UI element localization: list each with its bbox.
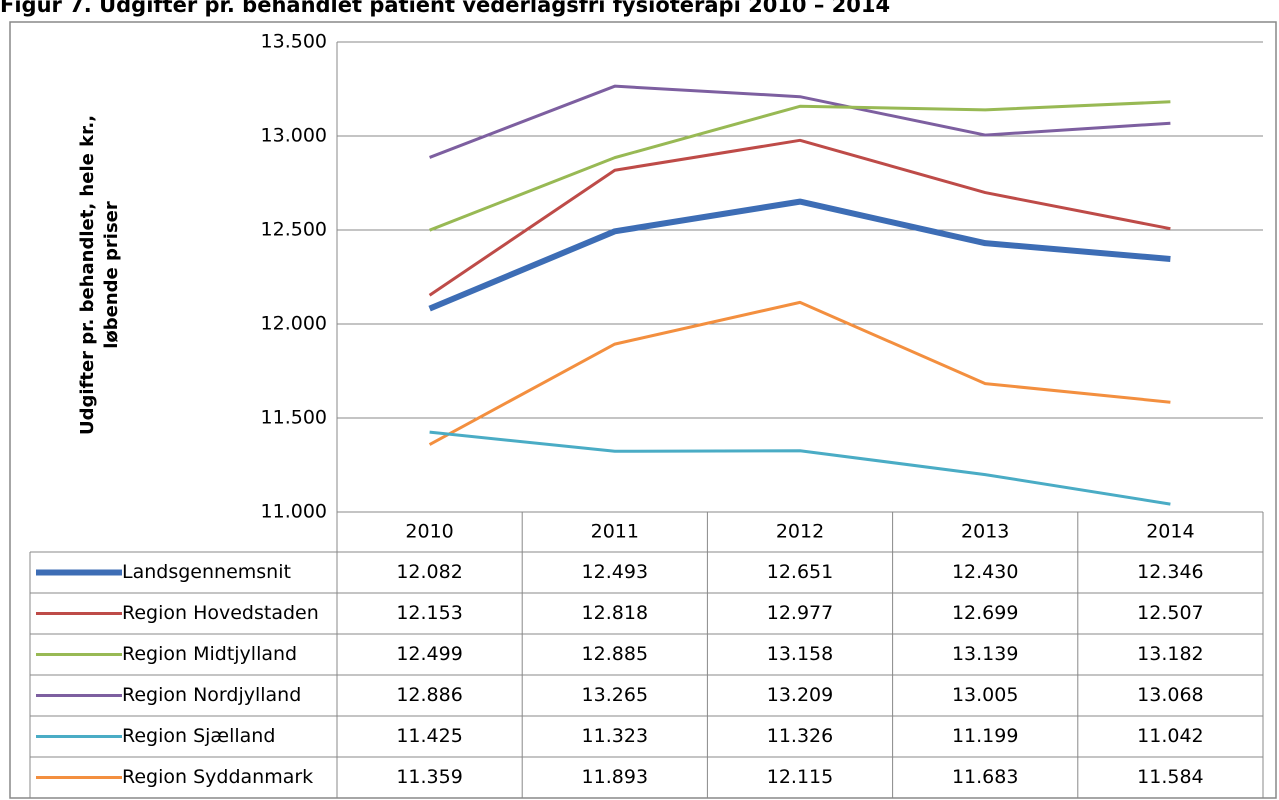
table-value: 13.068 — [1137, 684, 1203, 706]
series-line — [429, 84, 1171, 159]
table-value: 13.139 — [952, 643, 1018, 665]
table-value: 13.209 — [767, 684, 833, 706]
chart-title: Figur 7. Udgifter pr. behandlet patient … — [0, 0, 890, 17]
table-value: 12.977 — [767, 602, 833, 624]
y-tick-label: 11.500 — [261, 407, 327, 429]
x-tick-label: 2011 — [591, 521, 639, 543]
table-value: 12.493 — [582, 561, 648, 583]
legend-label: Region Sjælland — [122, 725, 275, 747]
table-value: 12.651 — [767, 561, 833, 583]
legend-label: Region Syddanmark — [122, 766, 313, 788]
table-value: 12.507 — [1137, 602, 1203, 624]
table-value: 11.323 — [582, 725, 648, 747]
table-value: 11.683 — [952, 766, 1018, 788]
series-line — [428, 138, 1171, 297]
table-value: 11.893 — [582, 766, 648, 788]
x-tick-label: 2014 — [1146, 521, 1194, 543]
table-value: 11.584 — [1137, 766, 1203, 788]
table-value: 12.886 — [396, 684, 462, 706]
series-line — [429, 100, 1171, 232]
table-value: 12.885 — [582, 643, 648, 665]
legend-label: Region Midtjylland — [122, 643, 297, 665]
table-value: 11.326 — [767, 725, 833, 747]
table-value: 12.818 — [582, 602, 648, 624]
table-value: 11.199 — [952, 725, 1018, 747]
legend-label: Region Hovedstaden — [122, 602, 319, 624]
y-axis-label: Udgifter pr. behandlet, hele kr., løbend… — [77, 115, 122, 435]
y-tick-label: 13.000 — [261, 125, 327, 147]
x-tick-label: 2010 — [405, 521, 453, 543]
series-line — [429, 430, 1171, 506]
y-axis-label-line: løbende priser — [101, 201, 122, 349]
table-value: 11.425 — [396, 725, 462, 747]
series-line — [428, 198, 1171, 312]
table-value: 12.082 — [396, 561, 462, 583]
table-value: 11.042 — [1137, 725, 1203, 747]
table-value: 13.265 — [582, 684, 648, 706]
table-value: 12.346 — [1137, 561, 1203, 583]
series-line — [428, 300, 1171, 446]
table-value: 13.158 — [767, 643, 833, 665]
chart-frame — [9, 21, 1277, 799]
legend-label: Landsgennemsnit — [122, 561, 291, 583]
y-tick-label: 12.000 — [261, 313, 327, 335]
table-value: 13.005 — [952, 684, 1018, 706]
y-axis-label-line: Udgifter pr. behandlet, hele kr., — [77, 115, 98, 435]
y-tick-label: 11.000 — [261, 501, 327, 523]
legend-label: Region Nordjylland — [122, 684, 301, 706]
table-value: 12.115 — [767, 766, 833, 788]
x-tick-label: 2013 — [961, 521, 1009, 543]
y-tick-label: 13.500 — [261, 31, 327, 53]
y-tick-label: 12.500 — [261, 219, 327, 241]
table-value: 12.499 — [396, 643, 462, 665]
x-tick-label: 2012 — [776, 521, 824, 543]
table-value: 12.699 — [952, 602, 1018, 624]
table-value: 12.153 — [396, 602, 462, 624]
table-value: 11.359 — [396, 766, 462, 788]
table-value: 13.182 — [1137, 643, 1203, 665]
table-value: 12.430 — [952, 561, 1018, 583]
